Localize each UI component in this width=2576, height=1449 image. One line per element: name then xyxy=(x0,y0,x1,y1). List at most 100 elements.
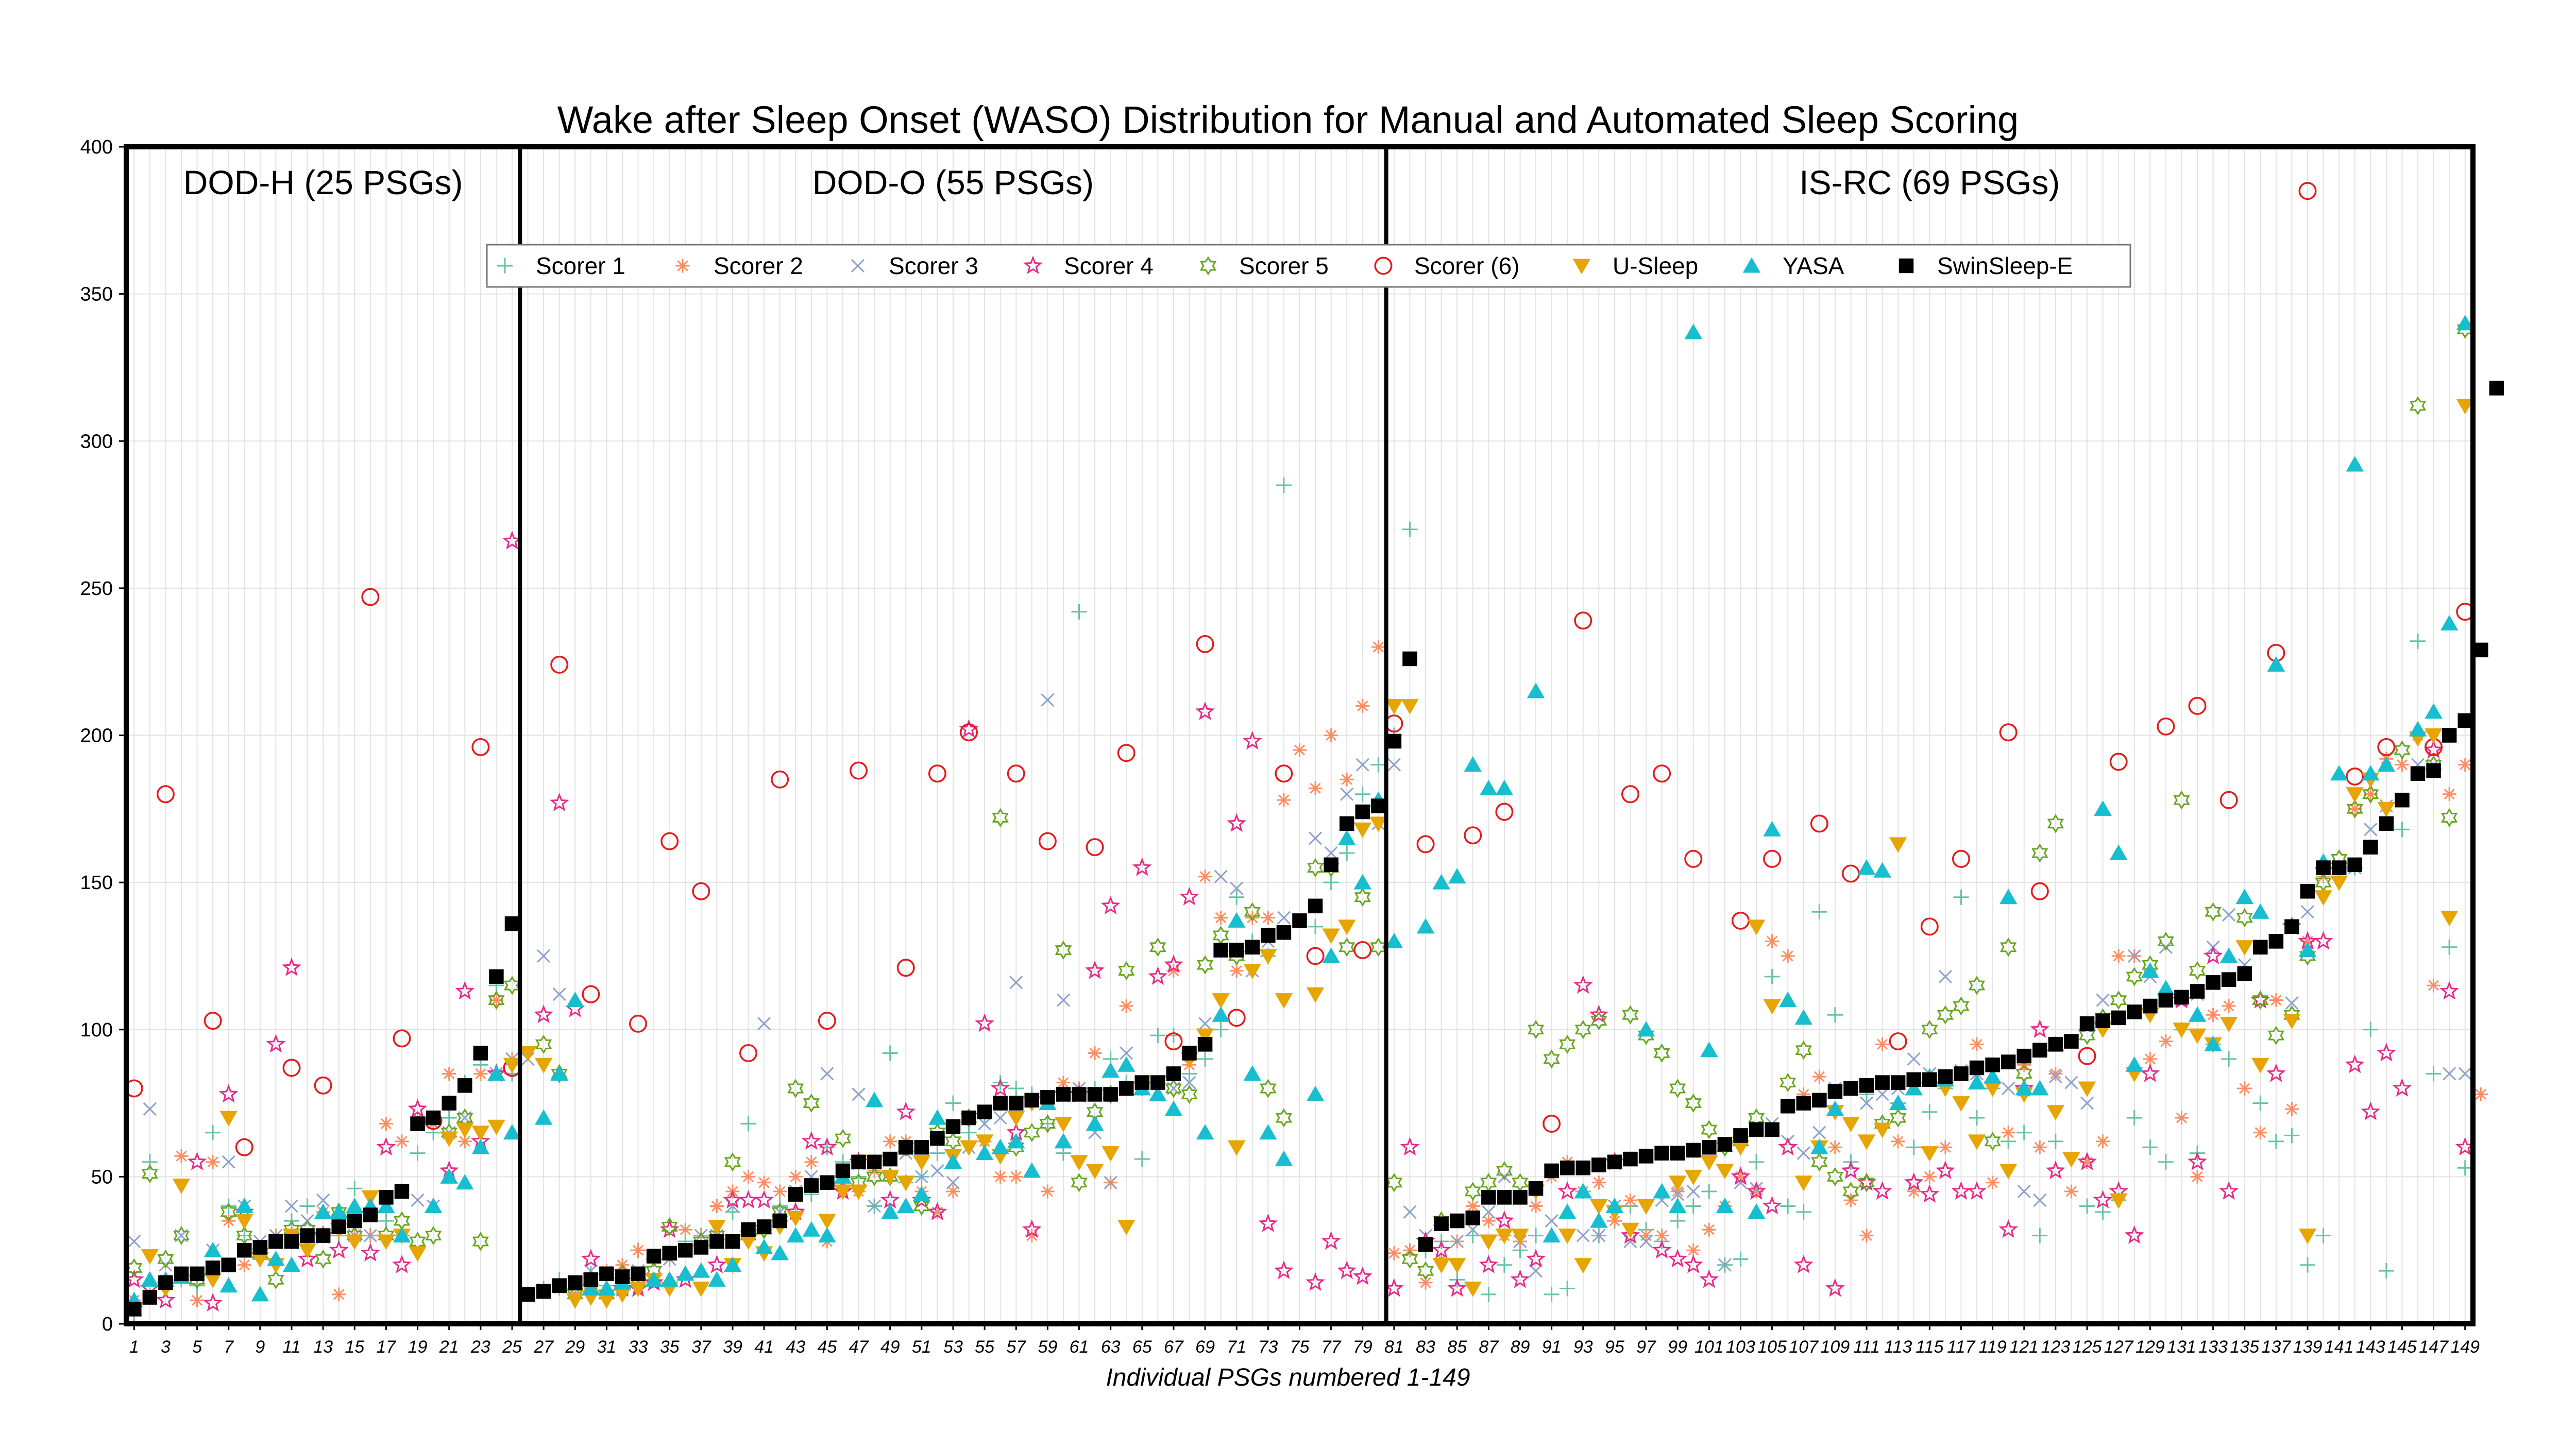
data-point xyxy=(1685,1093,1702,1113)
data-point xyxy=(2362,765,2380,781)
data-point xyxy=(1306,947,1325,965)
data-point xyxy=(1353,874,1372,890)
data-point xyxy=(1198,870,1212,884)
data-point xyxy=(520,1287,535,1302)
data-point xyxy=(1605,1198,1624,1213)
data-point xyxy=(1781,1134,1795,1148)
data-point xyxy=(1009,1169,1023,1184)
x-tick-label: 85 xyxy=(1447,1337,1467,1357)
data-point xyxy=(2313,931,2333,950)
data-point xyxy=(2046,1105,2065,1121)
data-point xyxy=(379,1117,393,1131)
data-point xyxy=(1229,964,1244,978)
data-point xyxy=(2441,808,2458,828)
data-point xyxy=(2409,396,2427,416)
data-point xyxy=(127,1302,142,1317)
data-point xyxy=(1400,1137,1420,1156)
data-point xyxy=(284,1199,299,1213)
data-point xyxy=(1795,1204,1811,1220)
data-point xyxy=(1511,1229,1529,1245)
data-point xyxy=(457,1134,472,1149)
data-point xyxy=(503,1124,521,1140)
data-point xyxy=(1322,947,1340,963)
data-point xyxy=(1482,1205,1496,1219)
legend-label: U-Sleep xyxy=(1613,252,1698,279)
x-tick-label: 29 xyxy=(565,1337,585,1357)
data-point xyxy=(1528,1228,1544,1243)
data-point xyxy=(1889,1108,1907,1128)
y-tick-label: 400 xyxy=(80,137,113,158)
chart-title: Wake after Sleep Onset (WASO) Distributi… xyxy=(557,98,2019,141)
data-point xyxy=(2219,1181,2239,1200)
data-point xyxy=(598,1293,616,1309)
data-point xyxy=(2300,884,2315,899)
data-point xyxy=(1620,1225,1640,1244)
data-point xyxy=(1921,1020,1938,1039)
data-point xyxy=(2458,713,2472,728)
data-point xyxy=(504,916,520,931)
data-point xyxy=(550,1065,568,1081)
data-point xyxy=(913,1196,930,1216)
data-point xyxy=(2048,1037,2063,1052)
data-point xyxy=(2016,1048,2031,1064)
data-point xyxy=(1890,1075,1906,1090)
data-point xyxy=(2394,822,2410,838)
data-point xyxy=(2346,767,2364,786)
data-point xyxy=(960,723,978,742)
data-point xyxy=(1968,1134,1986,1150)
x-tick-label: 135 xyxy=(2230,1337,2259,1357)
data-point xyxy=(2410,633,2426,649)
x-tick-label: 145 xyxy=(2387,1337,2417,1357)
data-point xyxy=(2473,642,2488,658)
data-point xyxy=(455,981,475,1000)
data-point xyxy=(1702,1140,1717,1155)
data-point xyxy=(173,1225,190,1246)
data-point xyxy=(1022,1219,1042,1238)
data-point xyxy=(2439,981,2460,1000)
data-point xyxy=(1968,1074,1986,1090)
data-point xyxy=(914,1170,928,1184)
data-point xyxy=(503,1058,521,1073)
data-point xyxy=(141,1271,159,1287)
data-point xyxy=(425,1225,442,1246)
data-point xyxy=(1653,1183,1671,1199)
data-point xyxy=(676,1265,694,1281)
data-point xyxy=(1038,832,1057,850)
data-point xyxy=(788,1187,803,1202)
data-point xyxy=(1258,1213,1278,1232)
series-scorer-2 xyxy=(127,640,2488,1307)
data-point xyxy=(1306,1085,1325,1101)
data-point xyxy=(1812,1126,1826,1139)
data-point xyxy=(1197,1051,1213,1067)
data-point xyxy=(755,1238,773,1254)
data-point xyxy=(360,1243,380,1262)
data-point xyxy=(1559,1034,1576,1054)
data-point xyxy=(411,1194,425,1207)
series-swinsleep-e xyxy=(127,381,2504,1317)
data-point xyxy=(1275,764,1293,783)
data-point xyxy=(187,1151,207,1170)
data-point xyxy=(1574,611,1592,630)
data-point xyxy=(2203,946,2223,965)
data-point xyxy=(930,1131,945,1146)
data-point xyxy=(2426,763,2441,778)
data-point xyxy=(1811,1152,1828,1172)
data-point xyxy=(1529,1199,1543,1213)
data-point xyxy=(2141,962,2159,978)
data-point xyxy=(1668,1175,1687,1191)
x-tick-label: 49 xyxy=(880,1337,900,1357)
data-point xyxy=(2283,1014,2301,1030)
data-point xyxy=(549,792,569,811)
data-point xyxy=(1196,1028,1214,1044)
x-tick-label: 37 xyxy=(691,1337,711,1357)
data-point xyxy=(1558,1229,1577,1245)
data-point xyxy=(376,1137,396,1156)
data-point xyxy=(393,1227,411,1243)
data-point xyxy=(802,1221,821,1237)
data-point xyxy=(2015,1080,2033,1096)
data-point xyxy=(1747,919,1766,935)
data-point xyxy=(2127,949,2141,963)
data-point xyxy=(2346,787,2364,803)
data-point xyxy=(1684,849,1703,868)
data-point xyxy=(219,1277,238,1293)
